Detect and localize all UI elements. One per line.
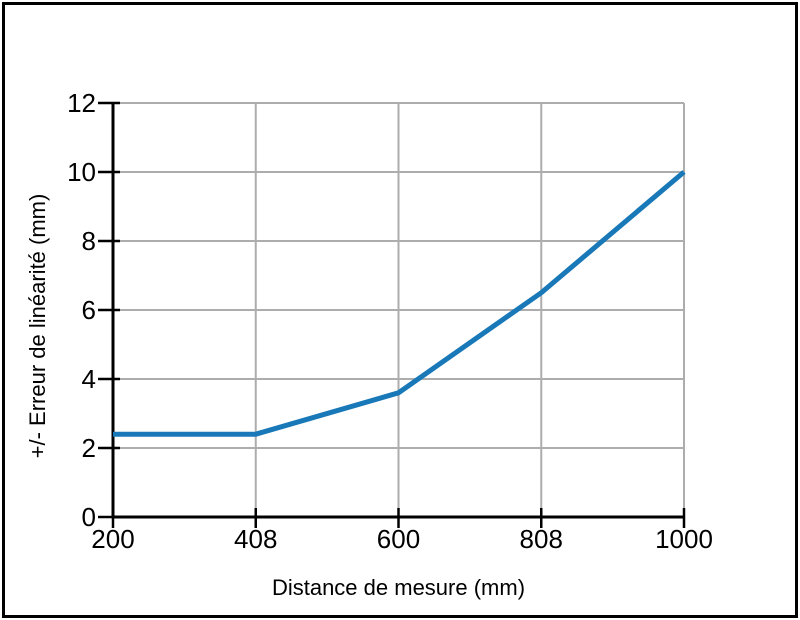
y-tick-label: 2 (82, 433, 96, 463)
data-series (113, 170, 686, 437)
x-axis-title: Distance de mesure (mm) (271, 575, 526, 600)
axes (98, 101, 686, 528)
data-line (113, 170, 686, 437)
x-tick-label: 1000 (655, 524, 713, 554)
y-tick-label: 6 (82, 295, 96, 325)
y-tick-label: 4 (82, 364, 96, 394)
gridlines (113, 102, 685, 517)
y-tick-label: 10 (67, 157, 96, 187)
y-tick-label: 8 (82, 226, 96, 256)
y-tick-label: 0 (82, 502, 96, 532)
tick-labels: 0 2 4 6 8 10 12 200 408 600 808 1000 (67, 88, 713, 554)
y-axis-title: +/- Erreur de linéarité (mm) (25, 193, 50, 459)
y-tick-label: 12 (67, 88, 96, 118)
x-tick-label: 600 (377, 524, 420, 554)
x-tick-label: 200 (91, 524, 134, 554)
x-tick-label: 808 (520, 524, 563, 554)
x-tick-label: 408 (234, 524, 277, 554)
